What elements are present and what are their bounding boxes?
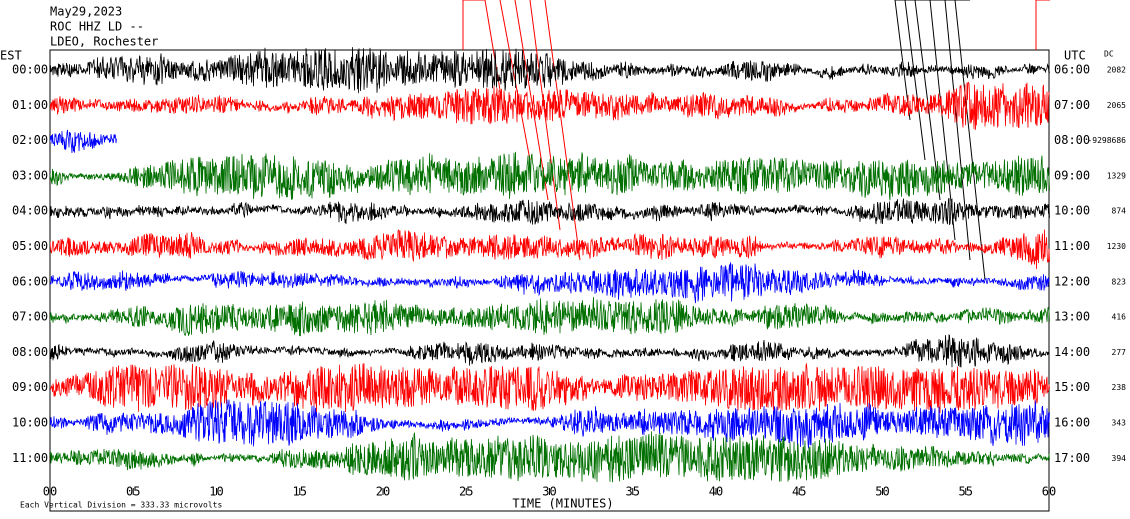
est-label: 00:00 — [12, 63, 48, 77]
trace — [50, 297, 1050, 337]
utc-label: 17:00 — [1054, 451, 1090, 465]
dc-value: 823 — [1112, 277, 1127, 286]
trace — [50, 81, 1050, 130]
utc-label: 12:00 — [1054, 274, 1090, 288]
x-tick-label: 20 — [376, 485, 390, 499]
x-tick-label: 40 — [709, 485, 723, 499]
utc-label: 15:00 — [1054, 380, 1090, 394]
trace — [50, 362, 1050, 414]
trace — [50, 197, 1050, 226]
est-label: 08:00 — [12, 345, 48, 359]
dc-value: 1230 — [1107, 242, 1126, 251]
dc-value: 238 — [1112, 383, 1127, 392]
est-label: 05:00 — [12, 239, 48, 253]
dc-value: 1329 — [1107, 171, 1126, 180]
utc-label: 06:00 — [1054, 63, 1090, 77]
utc-label: 11:00 — [1054, 239, 1090, 253]
x-tick-label: 15 — [293, 485, 307, 499]
event-markers — [462, 0, 1050, 281]
right-axis-label: UTC — [1064, 49, 1086, 63]
dc-value: 2065 — [1107, 101, 1126, 110]
utc-label: 16:00 — [1054, 416, 1090, 430]
footer-note: Each Vertical Division = 333.33 microvol… — [20, 501, 222, 510]
est-label: 01:00 — [12, 98, 48, 112]
dc-value: 416 — [1112, 313, 1127, 322]
utc-label: 13:00 — [1054, 310, 1090, 324]
trace — [50, 229, 1050, 270]
trace — [50, 151, 1050, 201]
x-tick-label: 10 — [209, 485, 223, 499]
utc-label: 08:00 — [1054, 133, 1090, 147]
est-label: 04:00 — [12, 204, 48, 218]
dc-value: 874 — [1112, 207, 1127, 216]
x-axis-label: TIME (MINUTES) — [512, 497, 613, 511]
x-tick-label: 25 — [459, 485, 473, 499]
est-label: 10:00 — [12, 416, 48, 430]
dc-value: 394 — [1112, 454, 1127, 463]
x-tick-label: 30 — [542, 485, 556, 499]
est-label: 02:00 — [12, 133, 48, 147]
est-label: 07:00 — [12, 310, 48, 324]
est-label: 03:00 — [12, 168, 48, 182]
dc-value: -9298686 — [1087, 136, 1126, 145]
est-label: 11:00 — [12, 451, 48, 465]
x-tick-label: 60 — [1042, 485, 1056, 499]
utc-label: 09:00 — [1054, 168, 1090, 182]
utc-label: 10:00 — [1054, 204, 1090, 218]
title-line: LDEO, Rochester — [50, 35, 158, 49]
trace — [50, 262, 1050, 304]
est-label: 06:00 — [12, 274, 48, 288]
utc-label: 14:00 — [1054, 345, 1090, 359]
x-tick-label: 55 — [959, 485, 973, 499]
x-tick-label: 45 — [792, 485, 806, 499]
x-tick-label: 35 — [626, 485, 640, 499]
est-label: 09:00 — [12, 380, 48, 394]
title-line: ROC HHZ LD -- — [50, 20, 144, 34]
x-tick-label: 50 — [875, 485, 889, 499]
trace — [50, 431, 1050, 483]
x-tick-label: 05 — [126, 485, 140, 499]
x-tick-label: 00 — [43, 485, 57, 499]
trace — [50, 334, 1050, 368]
title-line: May29,2023 — [50, 5, 122, 19]
trace — [50, 399, 1050, 449]
left-axis-label: EST — [0, 49, 22, 63]
dc-value: 2082 — [1107, 66, 1126, 75]
trace — [50, 129, 117, 154]
traces — [50, 47, 1050, 483]
dc-label: DC — [1104, 50, 1114, 59]
trace — [50, 47, 1050, 94]
dc-value: 277 — [1112, 348, 1127, 357]
utc-label: 07:00 — [1054, 98, 1090, 112]
dc-value: 343 — [1112, 419, 1127, 428]
